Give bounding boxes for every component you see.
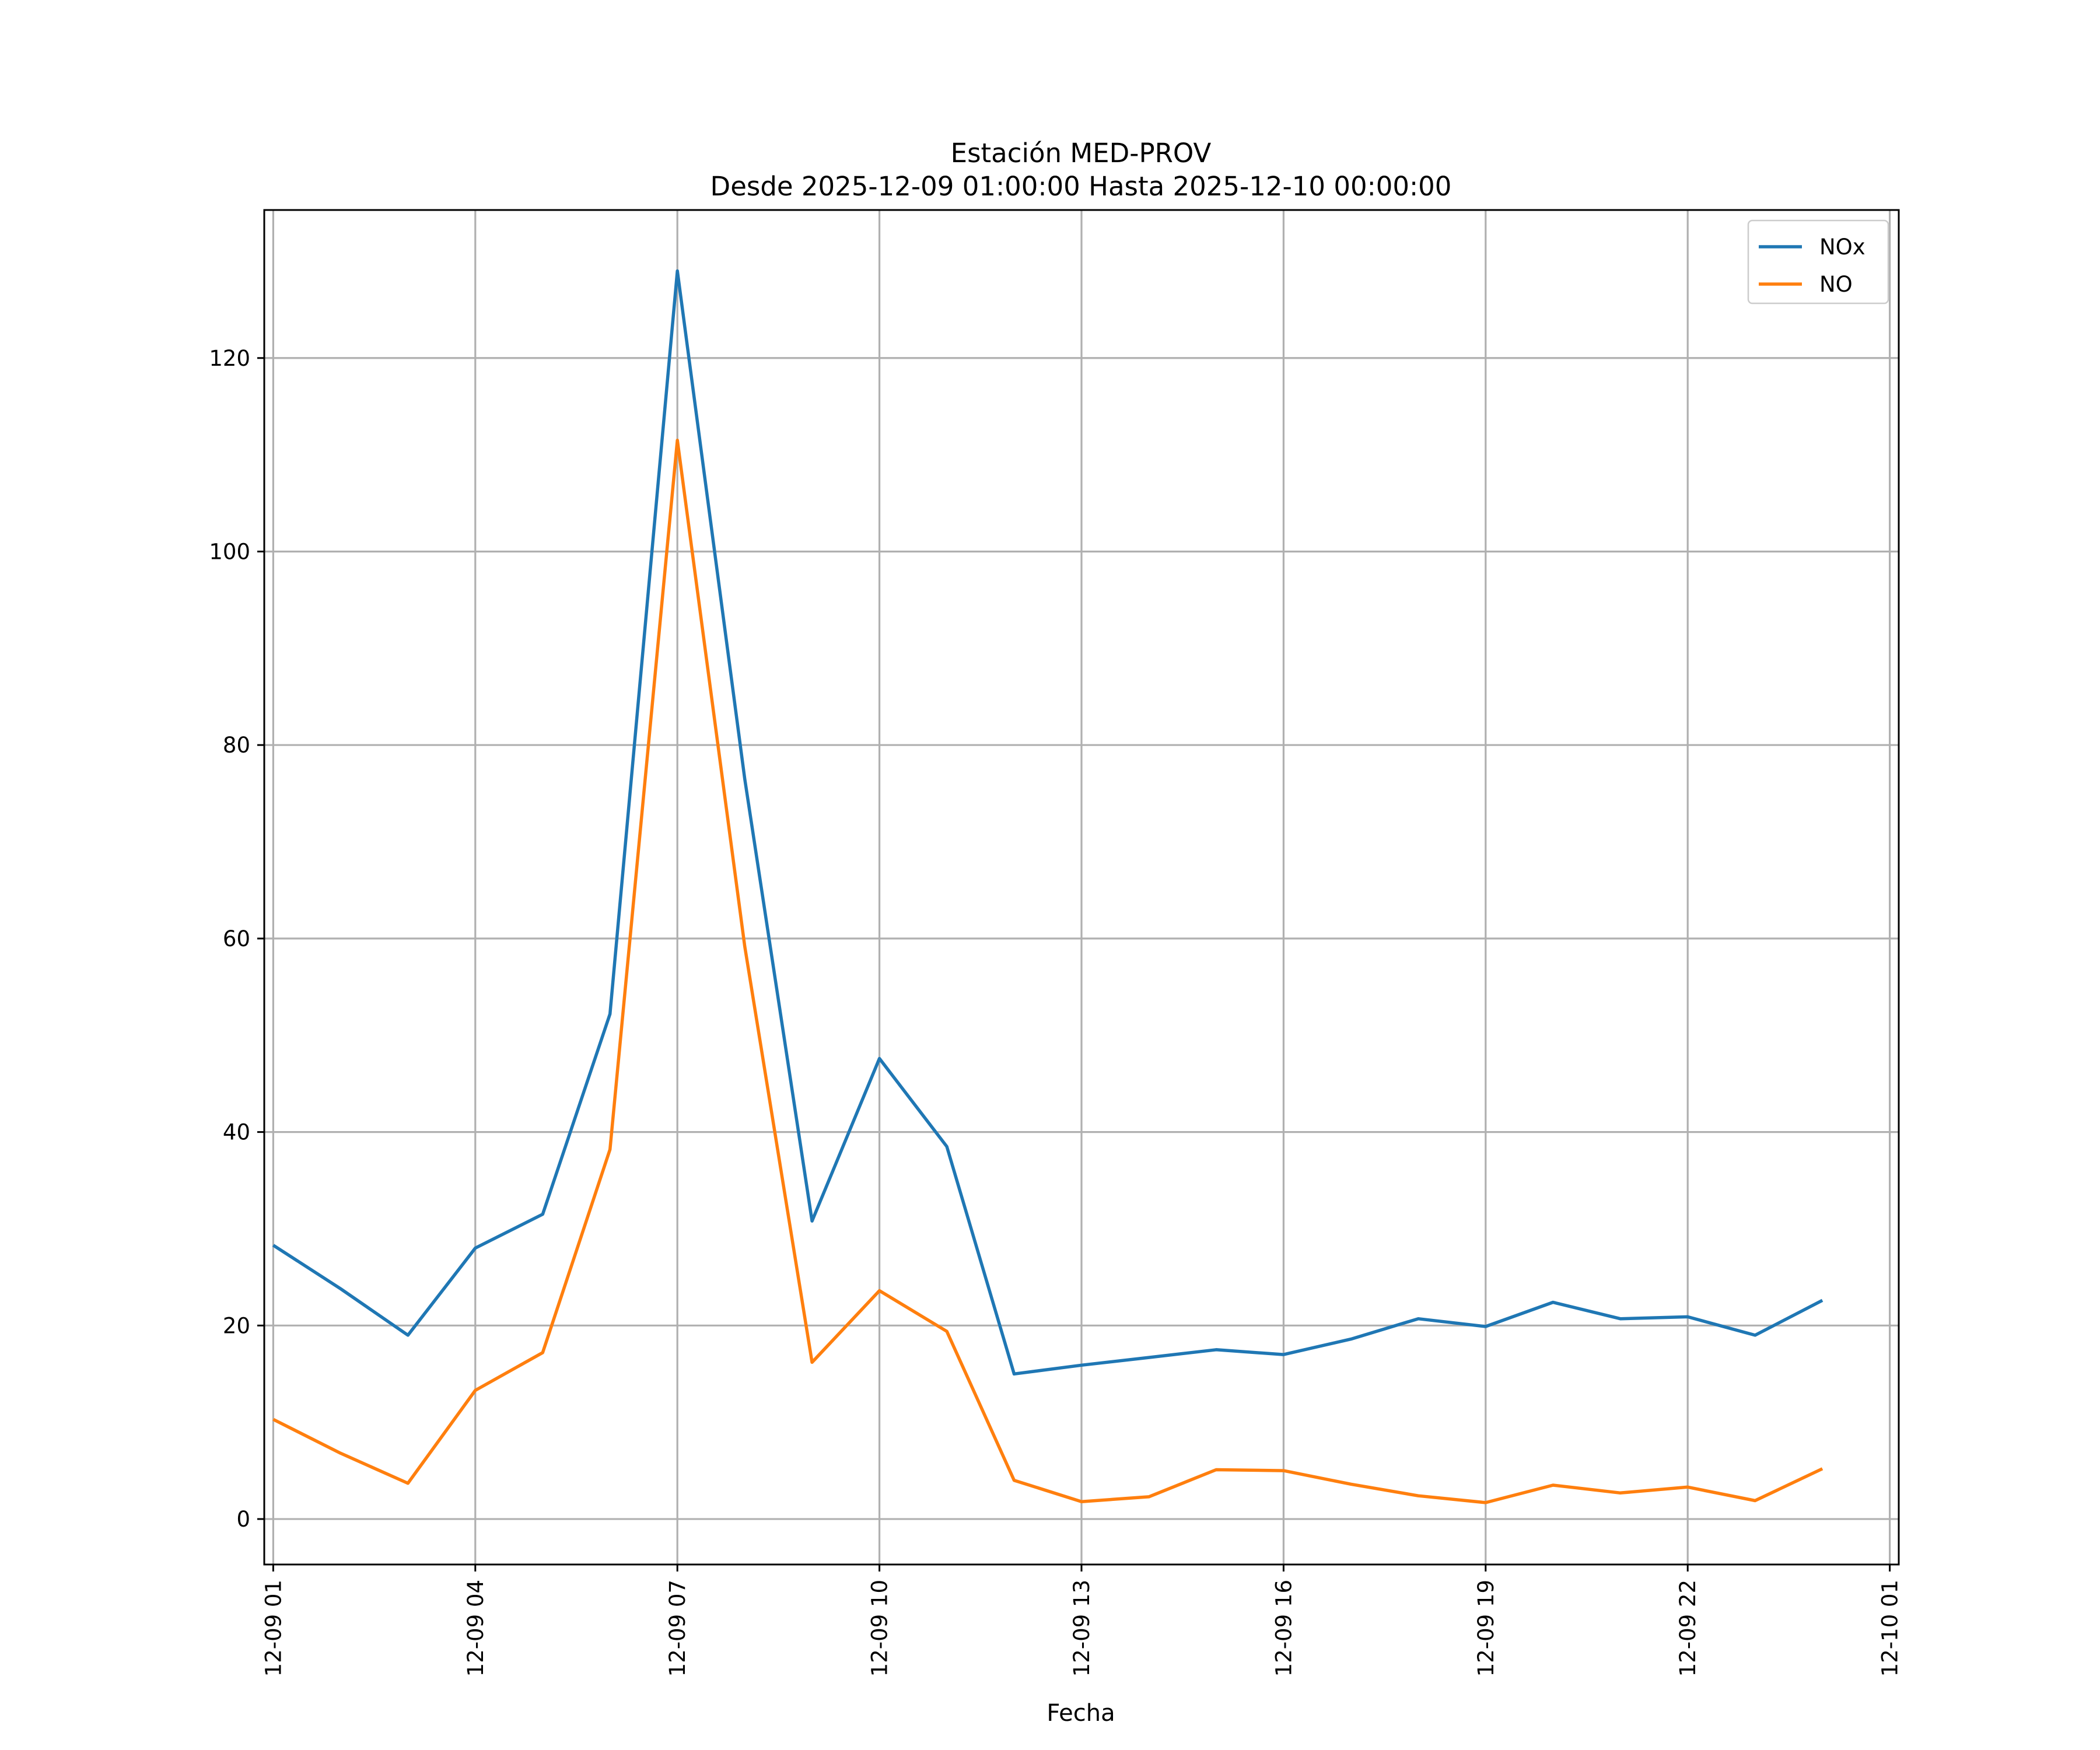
x-tick-label: 12-09 07 — [665, 1580, 690, 1676]
chart-title: Estación MED-PROV — [951, 138, 1212, 169]
y-tick-label: 40 — [223, 1120, 250, 1145]
x-axis-label: Fecha — [1046, 1700, 1115, 1727]
x-tick-label: 12-09 01 — [261, 1580, 286, 1676]
series-layer — [272, 269, 1824, 1504]
x-tick-label: 12-09 10 — [867, 1580, 892, 1676]
y-tick-label: 100 — [209, 539, 250, 564]
legend: NOx NO — [1747, 219, 1889, 304]
text-layer: Estación MED-PROV Desde 2025-12-09 01:00… — [710, 138, 1452, 1727]
y-tick-label: 120 — [209, 346, 250, 371]
y-tick-label: 80 — [223, 733, 250, 758]
x-tick-label: 12-09 16 — [1271, 1580, 1296, 1676]
chart-subtitle: Desde 2025-12-09 01:00:00 Hasta 2025-12-… — [710, 171, 1452, 202]
series-line-nox — [272, 269, 1824, 1376]
axes-layer: 0 20 40 60 80 100 120 12-09 01 12-09 04 12-09 07 1… — [209, 209, 1903, 1676]
legend-label-no: NO — [1819, 272, 1853, 297]
x-tick-label: 12-10 01 — [1878, 1580, 1903, 1676]
grid-layer — [264, 210, 1899, 1564]
legend-box — [1747, 219, 1889, 304]
x-tick-label: 12-09 19 — [1474, 1580, 1499, 1676]
x-tick-label: 12-09 13 — [1069, 1580, 1094, 1676]
series-line-no — [272, 438, 1824, 1504]
x-tick-label: 12-09 04 — [463, 1580, 488, 1676]
y-tick-label: 0 — [236, 1507, 250, 1532]
y-tick-label: 60 — [223, 926, 250, 951]
x-tick-label: 12-09 22 — [1675, 1580, 1700, 1676]
legend-label-nox: NOx — [1819, 235, 1866, 260]
y-tick-label: 20 — [223, 1313, 250, 1338]
